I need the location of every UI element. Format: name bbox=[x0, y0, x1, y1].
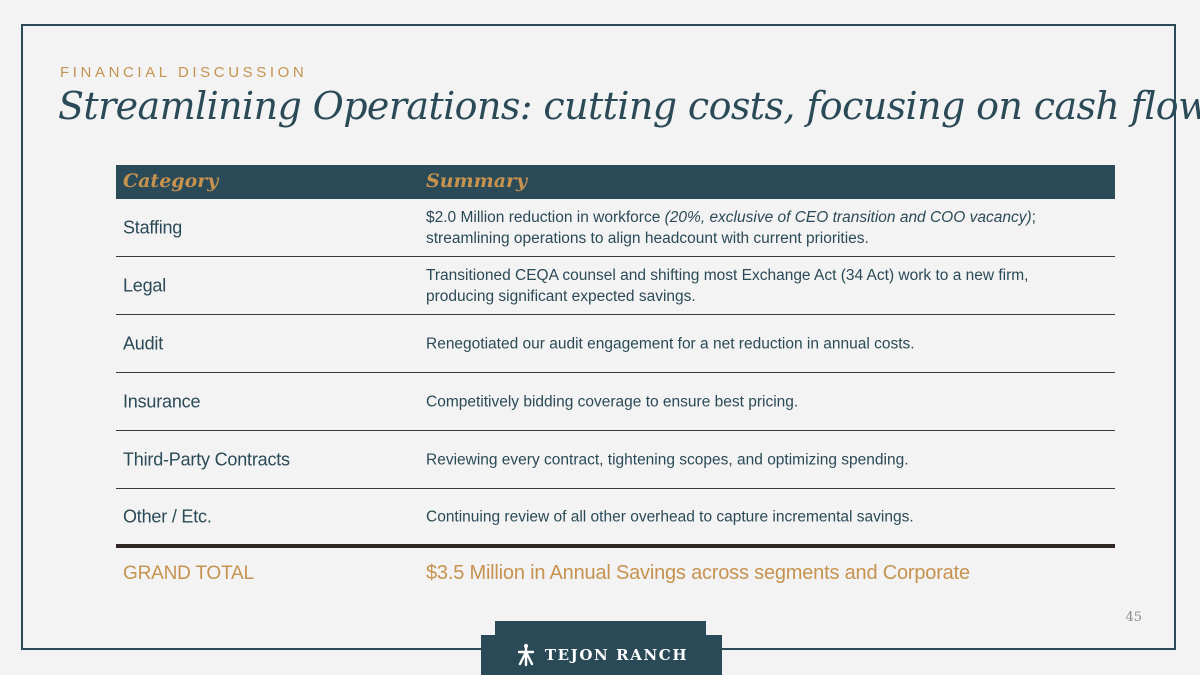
logo-body: TEJON RANCH bbox=[481, 635, 722, 675]
row-category: Legal bbox=[123, 275, 167, 295]
row-category: Insurance bbox=[123, 391, 201, 411]
summary-italic-text: (20%, exclusive of CEO transition and CO… bbox=[664, 208, 1032, 226]
grand-total-label: GRAND TOTAL bbox=[123, 563, 254, 584]
company-logo: TEJON RANCH bbox=[481, 621, 722, 675]
page-number: 45 bbox=[1125, 610, 1142, 625]
savings-table: Category Summary Staffing $2.0 Million r… bbox=[116, 165, 1115, 600]
grand-total-value: $3.5 Million in Annual Savings across se… bbox=[426, 562, 970, 584]
summary-text: $2.0 Million reduction in workforce bbox=[426, 208, 665, 226]
row-category: Other / Etc. bbox=[123, 506, 212, 526]
row-category: Audit bbox=[123, 333, 164, 353]
row-category: Third-Party Contracts bbox=[123, 449, 290, 469]
slide-title: Streamlining Operations: cutting costs, … bbox=[58, 84, 1200, 128]
row-summary: Continuing review of all other overhead … bbox=[426, 508, 914, 525]
summary-text: ; streamlining operations to align headc… bbox=[426, 208, 1036, 247]
row-summary: $2.0 Million reduction in workforce (20%… bbox=[426, 207, 1095, 249]
section-eyebrow: FINANCIAL DISCUSSION bbox=[60, 64, 308, 81]
table-row: Insurance Competitively bidding coverage… bbox=[116, 373, 1115, 431]
cross-figure-icon bbox=[517, 643, 535, 667]
table-row: Legal Transitioned CEQA counsel and shif… bbox=[116, 257, 1115, 315]
row-summary: Reviewing every contract, tightening sco… bbox=[426, 451, 909, 468]
table-row: Other / Etc. Continuing review of all ot… bbox=[116, 489, 1115, 548]
row-summary: Renegotiated our audit engagement for a … bbox=[426, 335, 915, 352]
header-category: Category bbox=[123, 170, 219, 192]
table-row: Third-Party Contracts Reviewing every co… bbox=[116, 431, 1115, 489]
table-row: Staffing $2.0 Million reduction in workf… bbox=[116, 199, 1115, 257]
grand-total-row: GRAND TOTAL $3.5 Million in Annual Savin… bbox=[116, 548, 1115, 600]
logo-text: TEJON RANCH bbox=[544, 646, 689, 664]
row-summary: Transitioned CEQA counsel and shifting m… bbox=[426, 266, 1029, 305]
table-header: Category Summary bbox=[116, 165, 1115, 199]
table-row: Audit Renegotiated our audit engagement … bbox=[116, 315, 1115, 373]
header-summary: Summary bbox=[426, 170, 528, 192]
logo-tab bbox=[495, 621, 706, 635]
row-summary: Competitively bidding coverage to ensure… bbox=[426, 393, 799, 410]
row-category: Staffing bbox=[123, 217, 183, 237]
